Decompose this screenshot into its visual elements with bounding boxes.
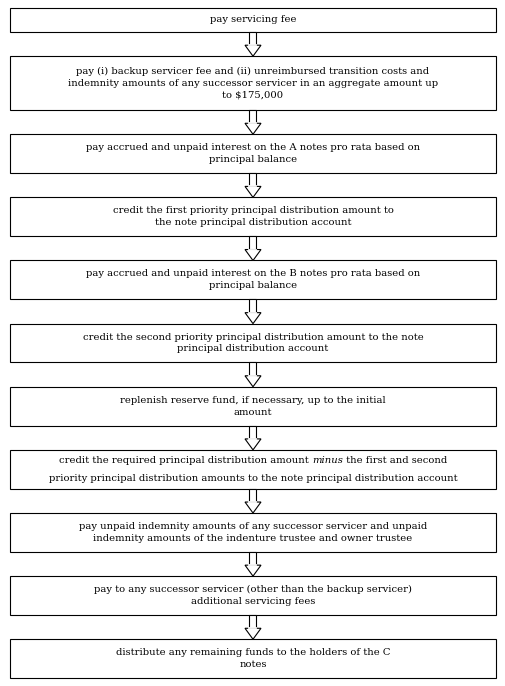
Bar: [249, 552, 256, 565]
Bar: [249, 32, 256, 45]
Polygon shape: [244, 628, 261, 639]
Bar: [10, 198, 495, 236]
Polygon shape: [244, 187, 261, 198]
Polygon shape: [244, 45, 261, 56]
Text: pay unpaid indemnity amounts of any successor servicer and unpaid
indemnity amou: pay unpaid indemnity amounts of any succ…: [79, 522, 426, 543]
Bar: [249, 362, 256, 376]
Polygon shape: [244, 250, 261, 261]
Text: pay to any successor servicer (other than the backup servicer)
additional servic: pay to any successor servicer (other tha…: [94, 585, 411, 606]
Bar: [10, 134, 495, 173]
Text: credit the required principal distribution amount: credit the required principal distributi…: [59, 456, 311, 465]
Bar: [10, 8, 495, 32]
Bar: [249, 425, 256, 439]
Bar: [10, 576, 495, 615]
Text: pay servicing fee: pay servicing fee: [210, 15, 295, 25]
Text: credit the second priority principal distribution amount to the note
principal d: credit the second priority principal dis…: [82, 333, 423, 353]
Bar: [10, 450, 495, 488]
Bar: [10, 56, 495, 110]
Bar: [249, 110, 256, 123]
Polygon shape: [244, 376, 261, 387]
Polygon shape: [244, 123, 261, 134]
Text: priority principal distribution amounts to the note principal distribution accou: priority principal distribution amounts …: [48, 474, 457, 483]
Bar: [10, 261, 495, 299]
Bar: [10, 513, 495, 552]
Text: the first and second: the first and second: [342, 456, 446, 465]
Bar: [249, 236, 256, 250]
Bar: [249, 488, 256, 502]
Polygon shape: [244, 439, 261, 450]
Polygon shape: [244, 565, 261, 576]
Bar: [249, 615, 256, 628]
Text: pay (i) backup servicer fee and (ii) unreimbursed transition costs and
indemnity: pay (i) backup servicer fee and (ii) unr…: [68, 67, 437, 99]
Bar: [10, 324, 495, 362]
Text: distribute any remaining funds to the holders of the C
notes: distribute any remaining funds to the ho…: [116, 648, 389, 669]
Text: replenish reserve fund, if necessary, up to the initial
amount: replenish reserve fund, if necessary, up…: [120, 396, 385, 416]
Bar: [10, 387, 495, 425]
Bar: [10, 639, 495, 678]
Text: pay accrued and unpaid interest on the A notes pro rata based on
principal balan: pay accrued and unpaid interest on the A…: [86, 143, 419, 164]
Bar: [249, 173, 256, 187]
Polygon shape: [244, 502, 261, 513]
Text: minus: minus: [311, 456, 342, 465]
Text: credit the first priority principal distribution amount to
the note principal di: credit the first priority principal dist…: [112, 206, 393, 227]
Text: pay accrued and unpaid interest on the B notes pro rata based on
principal balan: pay accrued and unpaid interest on the B…: [86, 270, 419, 290]
Polygon shape: [244, 313, 261, 324]
Bar: [249, 299, 256, 313]
